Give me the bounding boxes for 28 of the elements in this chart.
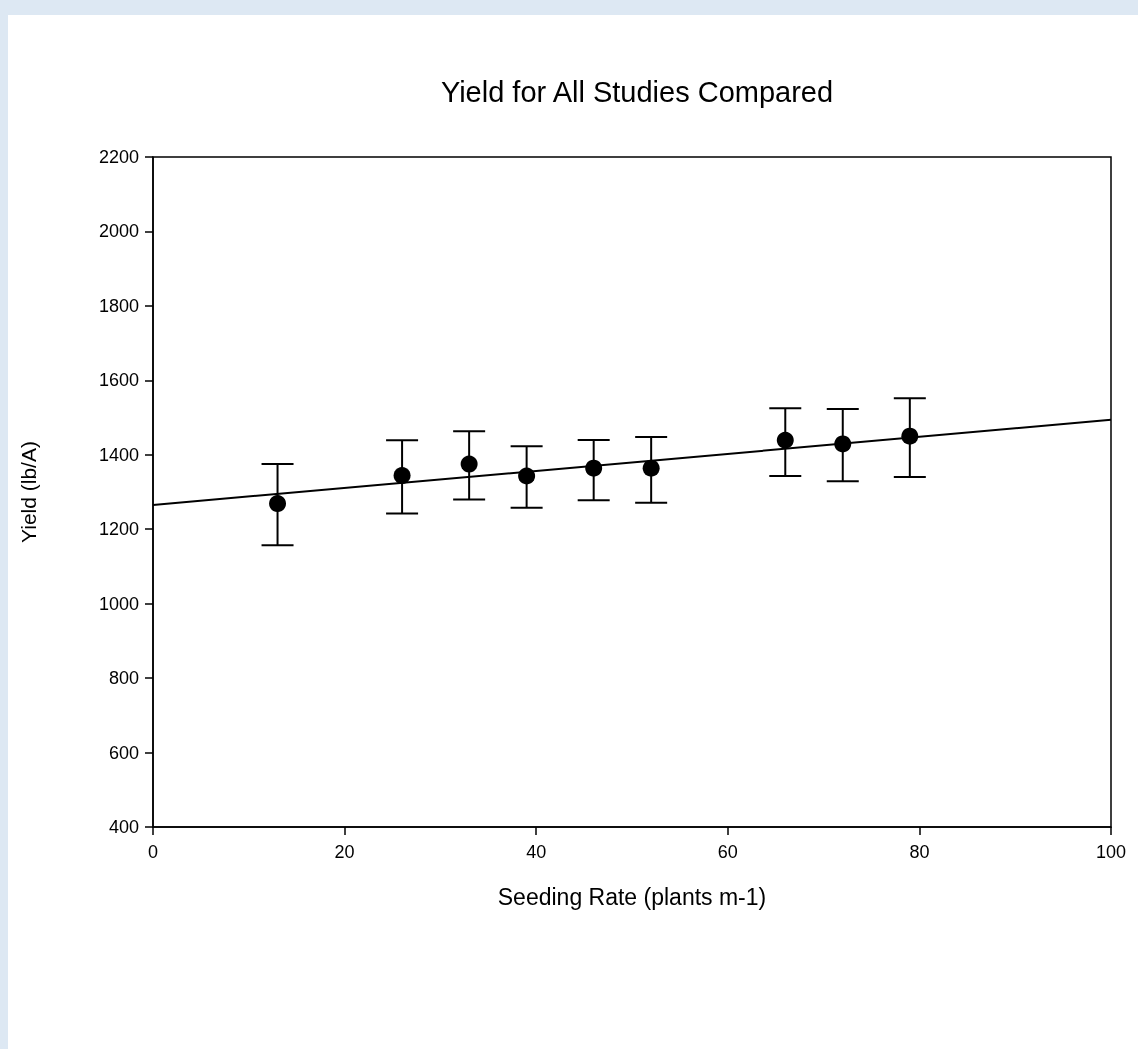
y-tick-label: 2200 bbox=[98, 147, 139, 167]
x-tick-label: 100 bbox=[1095, 842, 1127, 862]
point bbox=[776, 431, 794, 449]
y-tick-label: 800 bbox=[108, 668, 139, 689]
x-tick-label: 0 bbox=[147, 842, 159, 862]
y-tick-label: 1600 bbox=[98, 370, 139, 391]
y-tick-label: 1400 bbox=[98, 444, 139, 465]
x-axis-title: Seeding Rate (plants m-1) bbox=[497, 883, 767, 910]
point bbox=[834, 435, 852, 453]
x-tick-label: 20 bbox=[334, 842, 355, 862]
x-tick-label: 80 bbox=[909, 842, 930, 862]
point bbox=[269, 495, 287, 513]
x-tick-label: 40 bbox=[526, 842, 547, 862]
y-tick-label: 600 bbox=[108, 742, 139, 763]
point bbox=[585, 459, 603, 477]
point bbox=[901, 427, 919, 445]
chart-title: Yield for All Studies Compared bbox=[440, 75, 834, 108]
point bbox=[393, 467, 411, 485]
y-tick-label: 1800 bbox=[98, 295, 139, 316]
y-tick-label: 1200 bbox=[98, 519, 139, 540]
point bbox=[518, 467, 536, 485]
y-axis-title: Yield (lb/A) bbox=[17, 441, 40, 543]
point bbox=[460, 455, 478, 473]
y-tick-label: 1000 bbox=[98, 593, 139, 614]
y-tick-label: 400 bbox=[108, 817, 139, 837]
y-tick-label: 2000 bbox=[98, 221, 139, 242]
x-tick-label: 60 bbox=[717, 842, 738, 862]
point bbox=[642, 459, 660, 477]
